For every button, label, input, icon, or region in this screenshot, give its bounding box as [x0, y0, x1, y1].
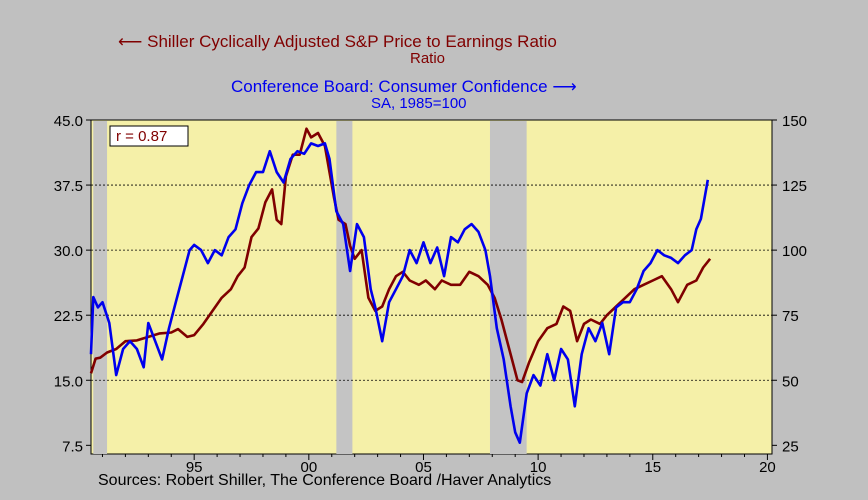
consumer-confidence-line: [89, 142, 710, 444]
y-right-tick-label: 25: [782, 438, 799, 455]
y-left-tick-label: 37.5: [54, 178, 83, 195]
legend-consumer-confidence: Conference Board: Consumer Confidence ⟶: [231, 77, 577, 97]
x-tick-label: 05: [415, 459, 432, 476]
legend-consumer-confidence-unit: SA, 1985=100: [371, 95, 467, 112]
source-note: Sources: Robert Shiller, The Conference …: [98, 472, 552, 489]
correlation-box: [109, 125, 189, 147]
y-left-tick-label: 15.0: [54, 373, 83, 390]
x-tick-label: 95: [186, 459, 203, 476]
correlation-annotation: r = 0.87: [109, 125, 189, 147]
y-left-tick-label: 7.5: [62, 438, 83, 455]
y-right-tick-label: 75: [782, 308, 799, 325]
y-right-tick-label: 50: [782, 373, 799, 390]
pe-ratio-line: [89, 127, 712, 384]
x-tick-label: 20: [759, 459, 776, 476]
correlation-label: r = 0.87: [116, 128, 167, 145]
y-right-tick-label: 125: [782, 178, 807, 195]
recession-band-2: [489, 121, 527, 454]
y-left-tick-label: 30.0: [54, 243, 83, 260]
x-tick-label: 15: [644, 459, 661, 476]
recession-band-0: [93, 121, 108, 454]
x-tick-label: 00: [300, 459, 317, 476]
x-tick-label: 10: [530, 459, 547, 476]
y-left-tick-label: 22.5: [54, 308, 83, 325]
y-left-tick-label: 45.0: [54, 113, 83, 130]
legend-pe-ratio: ⟵ Shiller Cyclically Adjusted S&P Price …: [118, 32, 557, 52]
recession-band-1: [336, 121, 353, 454]
arrow-right-icon: ⟶: [552, 77, 577, 96]
y-right-tick-label: 100: [782, 243, 807, 260]
arrow-left-icon: ⟵: [118, 32, 143, 51]
legend-consumer-confidence-label: Conference Board: Consumer Confidence: [231, 77, 548, 96]
y-right-tick-label: 150: [782, 113, 807, 130]
legend-pe-ratio-unit: Ratio: [410, 50, 446, 67]
legend-pe-ratio-label: Shiller Cyclically Adjusted S&P Price to…: [147, 32, 557, 51]
